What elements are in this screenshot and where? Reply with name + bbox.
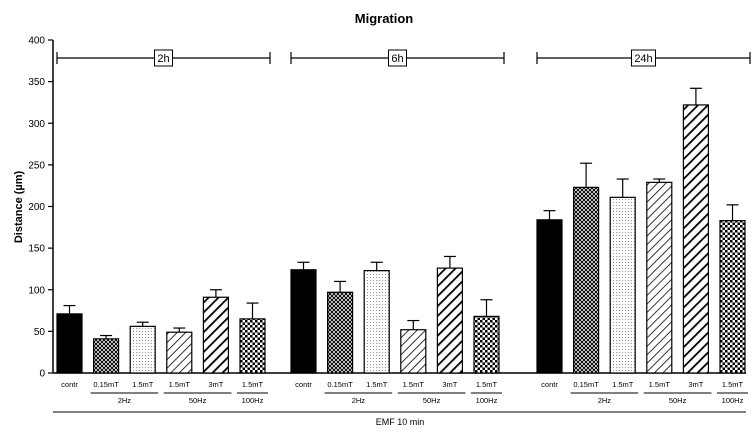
subgroup-label: 2Hz [352, 396, 366, 405]
bars [56, 104, 746, 374]
y-axis-label: Distance (µm) [13, 170, 25, 243]
y-tick-label: 400 [28, 36, 45, 47]
bar-6h-5 [473, 315, 500, 374]
category-label: contr [541, 380, 558, 389]
timepoint-box [388, 49, 407, 67]
subgroup-label: 2Hz [118, 396, 132, 405]
subgroup-label: 100Hz [242, 396, 264, 405]
bar-24h-4 [682, 104, 710, 374]
y-tick-label: 250 [28, 160, 45, 171]
subgroup-label: 2Hz [598, 396, 612, 405]
y-tick-label: 300 [28, 119, 45, 130]
category-label: 1.5mT [403, 380, 425, 389]
subgroup-label: 100Hz [476, 396, 498, 405]
bar-24h-2 [609, 196, 636, 374]
bar-6h-2 [363, 270, 390, 374]
timepoint-label: 6h [391, 53, 403, 65]
subgroup-label: 50Hz [669, 396, 687, 405]
bar-6h-3 [400, 329, 427, 374]
category-label: contr [61, 380, 78, 389]
y-tick-label: 50 [34, 327, 46, 338]
y-tick-label: 0 [39, 369, 45, 380]
bar-2h-0 [56, 313, 83, 374]
bar-24h-1 [572, 186, 600, 374]
category-label: contr [295, 380, 312, 389]
subgroup-label: 50Hz [423, 396, 441, 405]
category-label: 3mT [442, 380, 457, 389]
category-label: 1.5mT [612, 380, 634, 389]
category-label: 3mT [688, 380, 703, 389]
bar-24h-0 [536, 219, 563, 374]
category-label: 1.5mT [242, 380, 264, 389]
timepoint-brackets: 2h 6h 24h [56, 49, 751, 67]
timepoint-label: 24h [634, 53, 652, 65]
bar-2h-5 [239, 318, 266, 374]
category-label: 1.5mT [476, 380, 498, 389]
timepoint-box [154, 49, 173, 67]
y-ticks: 0 50 100 150 200 250 300 350 400 [28, 36, 53, 380]
y-tick-label: 150 [28, 244, 45, 255]
category-label: 1.5mT [169, 380, 191, 389]
category-label: 1.5mT [722, 380, 744, 389]
bar-24h-3 [646, 181, 673, 374]
bar-2h-4 [202, 296, 229, 374]
timepoint-label: 2h [157, 53, 169, 65]
bar-6h-1 [327, 291, 354, 374]
chart-title: Migration [355, 11, 414, 26]
subgroup-label: 50Hz [189, 396, 207, 405]
bar-24h-5 [719, 220, 746, 374]
y-tick-label: 200 [28, 202, 45, 213]
bar-2h-3 [166, 331, 193, 374]
bar-6h-0 [290, 269, 317, 374]
category-label: 3mT [208, 380, 223, 389]
y-tick-label: 350 [28, 77, 45, 88]
category-label: 1.5mT [649, 380, 671, 389]
subgroup-label: 100Hz [722, 396, 744, 405]
error-bars [63, 87, 739, 339]
x-axis-label: EMF 10 min [376, 417, 425, 427]
category-label: 1.5mT [366, 380, 388, 389]
y-tick-label: 100 [28, 285, 45, 296]
category-label: 0.15mT [573, 380, 599, 389]
bar-6h-4 [436, 267, 463, 374]
timepoint-box [631, 49, 656, 67]
bar-2h-2 [129, 325, 156, 374]
category-label: 1.5mT [132, 380, 154, 389]
category-label: 0.15mT [327, 380, 353, 389]
bar-2h-1 [92, 338, 120, 374]
category-label: 0.15mT [93, 380, 119, 389]
